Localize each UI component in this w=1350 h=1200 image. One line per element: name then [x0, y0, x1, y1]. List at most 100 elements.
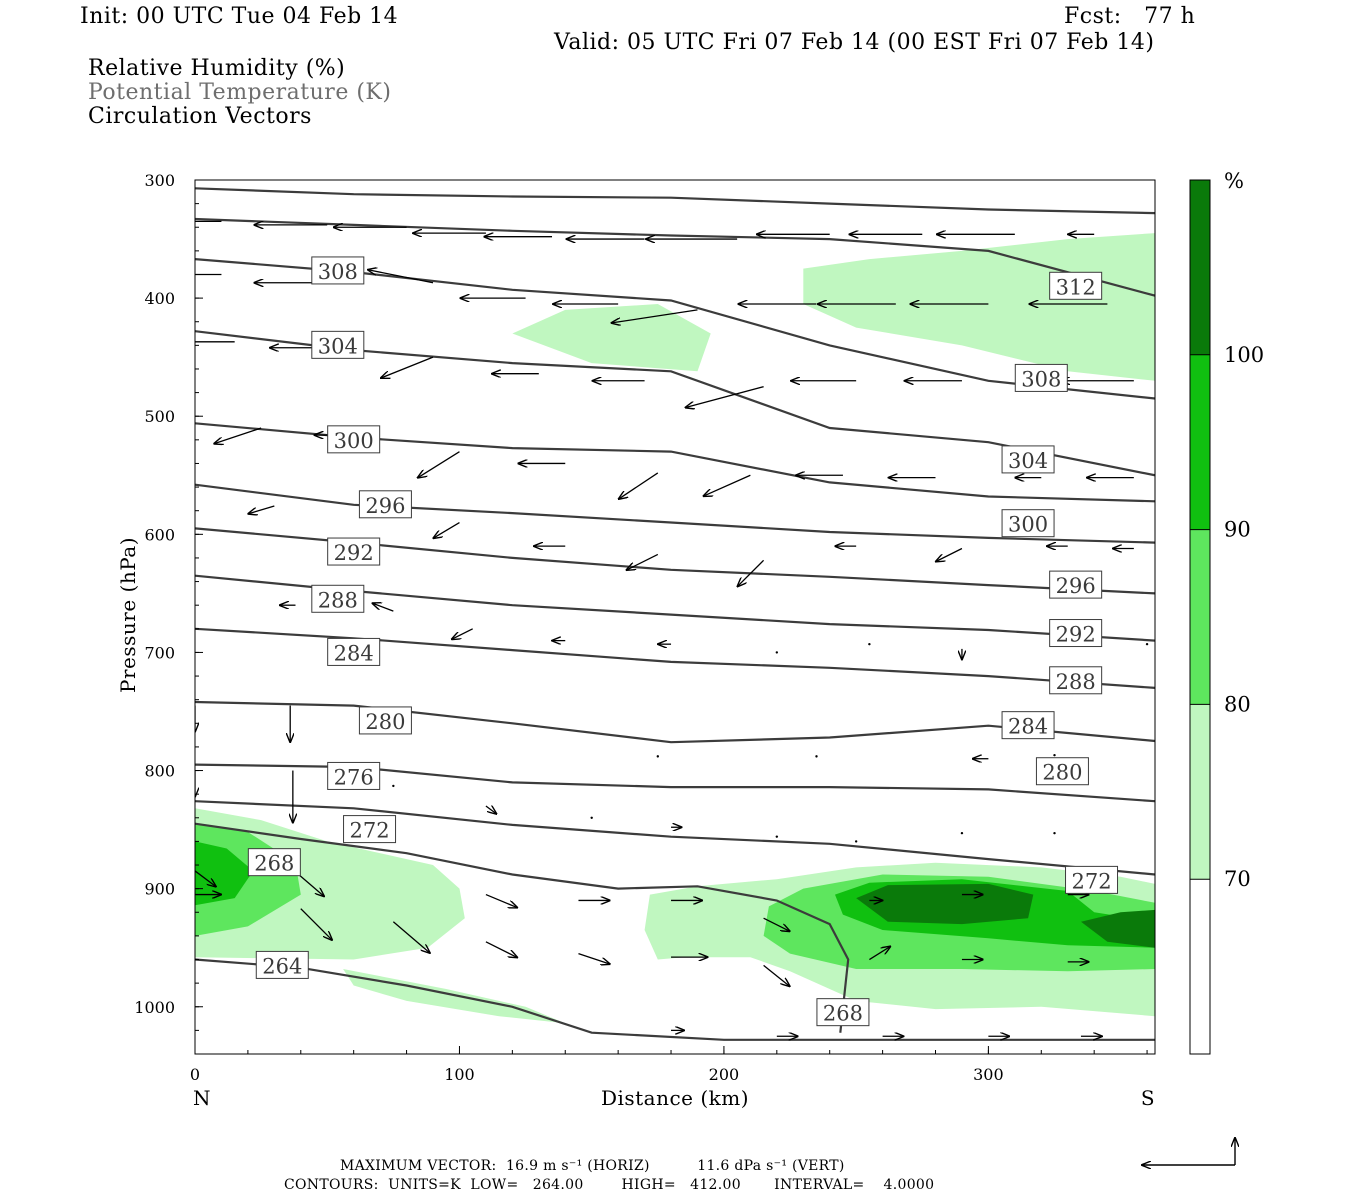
svg-text:288: 288 — [318, 588, 358, 612]
isentrope-label-264: 264 — [255, 950, 309, 979]
colorbar-label: 100 — [1224, 343, 1264, 367]
svg-text:292: 292 — [334, 541, 374, 565]
rh-region-90-7 — [195, 841, 254, 906]
circulation-vector — [590, 816, 593, 819]
svg-text:280: 280 — [365, 710, 405, 734]
colorbar-frame — [1189, 179, 1211, 1055]
svg-text:268: 268 — [254, 852, 294, 876]
isentrope-label-280: 280 — [358, 706, 412, 735]
circulation-vector — [775, 835, 779, 838]
circulation-vector — [248, 505, 275, 514]
circulation-vector — [704, 474, 751, 496]
svg-text:300: 300 — [334, 429, 374, 453]
svg-text:312: 312 — [1056, 275, 1096, 299]
svg-text:284: 284 — [334, 641, 374, 665]
isentrope-label-layer: 308 304 300 296 292 288 284 280 276 272 268 264 312 3… — [247, 256, 1119, 1027]
rh-region-70-3 — [803, 233, 1155, 381]
svg-text:304: 304 — [318, 334, 358, 358]
isentrope-label-308: 308 — [311, 256, 365, 285]
isentrope-label-268: 268 — [247, 848, 301, 877]
colorbar-segment — [1190, 879, 1210, 1054]
colorbar-label: 90 — [1224, 518, 1251, 542]
rh-region-70-2 — [512, 304, 711, 372]
circulation-vector — [627, 553, 659, 570]
isentrope-label-272: 272 — [1065, 865, 1119, 894]
colorbar-segment — [1190, 529, 1210, 705]
circulation-vector — [763, 964, 790, 986]
isentrope-label-284: 284 — [1001, 711, 1055, 740]
colorbar-label: 70 — [1224, 867, 1251, 891]
y-tick-label: 900 — [144, 880, 175, 899]
colorbar-segment — [1190, 180, 1210, 355]
circulation-vector — [1145, 642, 1149, 646]
x-tick-label: 200 — [709, 1065, 740, 1084]
circulation-vector — [686, 386, 764, 408]
x-tick-label: 0 — [190, 1065, 200, 1084]
svg-text:268: 268 — [823, 1002, 863, 1026]
circulation-vector — [775, 651, 779, 654]
svg-text:292: 292 — [1056, 623, 1096, 647]
circulation-vector — [960, 831, 964, 835]
isentrope-label-296: 296 — [358, 490, 412, 519]
svg-text:300: 300 — [1008, 513, 1048, 537]
isentrope-label-304: 304 — [1001, 445, 1055, 474]
field-vectors-label: Circulation Vectors — [88, 104, 312, 129]
svg-text:308: 308 — [318, 260, 358, 284]
isentrope-label-304: 304 — [311, 330, 365, 359]
y-axis-title: Pressure (hPa) — [116, 537, 140, 693]
svg-text:272: 272 — [1071, 869, 1111, 893]
rh-colorbar-legend: 100 90 80 70 — [1189, 179, 1264, 1055]
circulation-vector — [392, 921, 429, 953]
isentrope-label-272: 272 — [343, 815, 397, 844]
contour-info: CONTOURS: UNITS=K LOW= 264.00 HIGH= 412.… — [284, 1177, 935, 1193]
x-tick-label: 100 — [444, 1065, 475, 1084]
circulation-vector — [578, 952, 609, 964]
isentrope-label-288: 288 — [1049, 666, 1103, 695]
isentrope-label-280: 280 — [1035, 757, 1089, 786]
isentrope-296 — [195, 483, 1155, 544]
circulation-vector — [854, 840, 858, 843]
isentrope-312 — [195, 217, 1155, 297]
circulation-vector — [373, 603, 394, 612]
circulation-vector — [392, 784, 395, 788]
isentrope-label-312: 312 — [1049, 271, 1103, 300]
svg-text:296: 296 — [1056, 574, 1096, 598]
svg-text:308: 308 — [1021, 367, 1061, 391]
isentrope-label-268: 268 — [816, 998, 870, 1027]
circulation-vector — [485, 806, 496, 814]
circulation-vector — [868, 642, 871, 646]
isentrope-label-308: 308 — [1014, 363, 1068, 392]
y-tick-label: 500 — [144, 407, 175, 426]
y-tick-label: 600 — [144, 525, 175, 544]
circulation-vector — [1053, 753, 1056, 757]
circulation-vector — [869, 947, 890, 961]
circulation-vector — [738, 559, 765, 586]
circulation-vector — [612, 309, 698, 323]
field-theta-label: Potential Temperature (K) — [88, 80, 392, 105]
rh-region-100-9 — [856, 883, 1034, 925]
colorbar-segment — [1190, 704, 1210, 880]
isentrope-label-296: 296 — [1049, 570, 1103, 599]
circulation-vector — [368, 270, 434, 284]
svg-text:296: 296 — [365, 494, 405, 518]
circulation-vector — [936, 547, 963, 561]
circulation-vector — [214, 427, 262, 444]
colorbar-segment — [1190, 354, 1210, 530]
y-tick-label: 700 — [144, 643, 175, 662]
circulation-vector — [433, 521, 460, 539]
axes-layer: 0 100 200 300 300 400 500 600 700 800 900 1000 — [134, 171, 1148, 1084]
svg-text:272: 272 — [349, 819, 389, 843]
rh-shading-layer — [195, 233, 1155, 1024]
isentrope-label-288: 288 — [311, 584, 365, 613]
isentrope-label-292: 292 — [327, 537, 381, 566]
svg-text:288: 288 — [1056, 670, 1096, 694]
circulation-vector — [763, 917, 790, 931]
field-rh-label: Relative Humidity (%) — [88, 56, 346, 81]
circulation-vector — [300, 908, 332, 940]
circulation-vector — [485, 893, 517, 908]
circulation-vector — [485, 941, 517, 958]
isentrope-label-292: 292 — [1049, 619, 1103, 648]
svg-text:264: 264 — [262, 954, 302, 978]
x-axis-title: Distance (km) — [601, 1086, 749, 1110]
